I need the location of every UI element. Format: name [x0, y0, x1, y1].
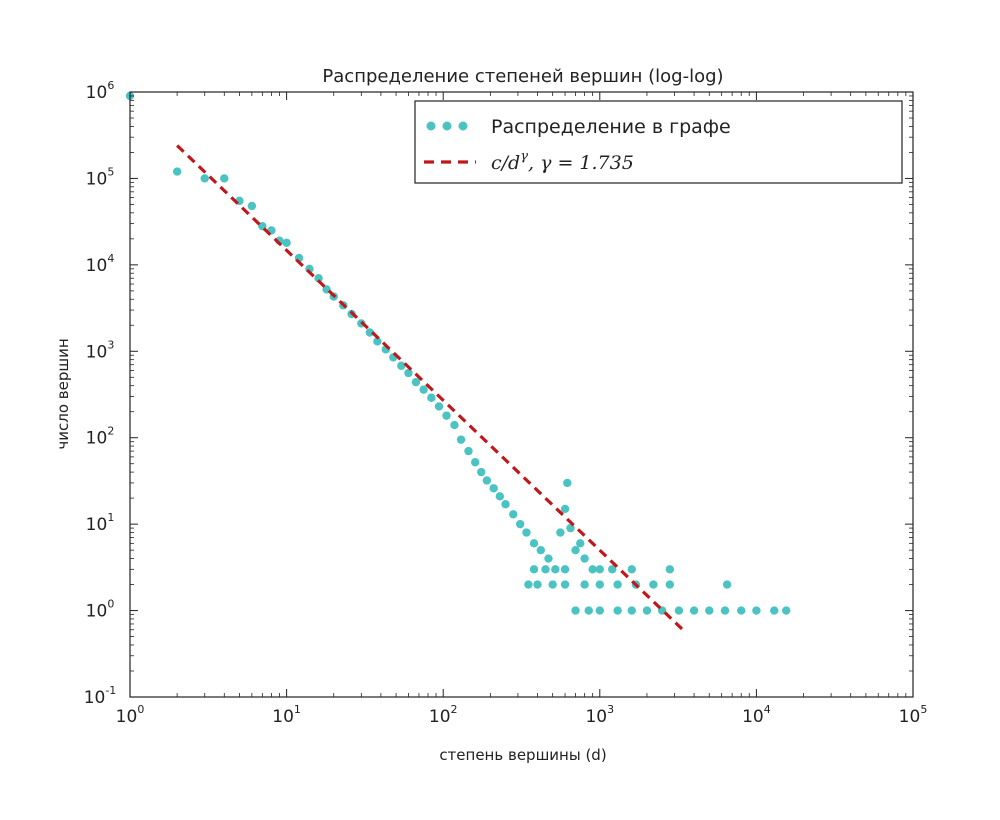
- scatter-point: [501, 500, 510, 509]
- axes: 100 101 102 103 104 10510-1100101102103104105…: [84, 79, 928, 727]
- scatter-point: [524, 580, 533, 589]
- scatter-point: [282, 238, 291, 247]
- scatter-point: [560, 580, 570, 589]
- scatter-point: [627, 565, 636, 574]
- legend-scatter-marker: [442, 121, 452, 131]
- y-tick-label: 10-1: [84, 684, 117, 708]
- x-tick-label: 100: [116, 703, 145, 727]
- scatter-point: [172, 167, 182, 176]
- scatter-point: [595, 565, 604, 574]
- legend-label-scatter: Распределение в графе: [491, 116, 731, 138]
- x-tick-label: 101: [272, 703, 301, 727]
- scatter-point: [665, 580, 675, 589]
- scatter-point: [782, 606, 791, 615]
- scatter-point: [705, 606, 714, 615]
- scatter-point: [595, 580, 604, 589]
- scatter-point: [613, 606, 622, 615]
- scatter-point: [580, 580, 589, 589]
- scatter-point: [584, 606, 593, 615]
- y-tick-label: 102: [86, 425, 115, 449]
- legend-label-fit: c/dγ, γ = 1.735: [491, 149, 634, 174]
- scatter-point: [689, 606, 699, 615]
- scatter-point: [200, 174, 209, 183]
- scatter-point: [456, 435, 466, 444]
- x-axis-title: степень вершины (d): [439, 746, 606, 764]
- scatter-point: [770, 606, 779, 615]
- scatter-point: [397, 361, 406, 370]
- scatter-point: [665, 565, 675, 574]
- scatter-point: [608, 565, 617, 574]
- y-tick-label: 100: [86, 598, 115, 622]
- scatter-point: [720, 606, 730, 615]
- scatter-point: [373, 337, 382, 346]
- scatter-point: [563, 478, 572, 488]
- scatter-point: [674, 606, 684, 615]
- legend-scatter-marker: [426, 121, 436, 131]
- scatter-point: [470, 458, 480, 467]
- scatter-point: [737, 606, 746, 615]
- y-axis-title: число вершин: [54, 338, 72, 449]
- scatter-point: [495, 492, 505, 501]
- y-tick-label: 103: [86, 338, 115, 362]
- scatter-point: [571, 545, 580, 555]
- scatter-point: [551, 565, 560, 574]
- legend: Распределение в графе c/dγ, γ = 1.735: [414, 100, 903, 184]
- scatter-point: [365, 328, 375, 337]
- scatter-point: [541, 565, 550, 574]
- scatter-point: [752, 606, 761, 615]
- scatter-point: [529, 539, 539, 548]
- x-tick-label: 105: [899, 703, 928, 727]
- chart-title: Распределение степеней вершин (log-log): [322, 66, 723, 87]
- scatter-point: [314, 274, 323, 283]
- scatter-point: [464, 446, 473, 456]
- scatter-point: [595, 606, 604, 615]
- scatter-point: [548, 580, 557, 589]
- scatter-point: [588, 565, 597, 574]
- x-tick-label: 104: [742, 703, 771, 727]
- scatter-point: [489, 484, 498, 493]
- scatter-point: [556, 528, 565, 537]
- scatter-point: [509, 510, 518, 519]
- scatter-point: [576, 539, 585, 548]
- scatter-point: [482, 476, 492, 485]
- scatter-point: [642, 606, 652, 615]
- scatter-point: [220, 174, 229, 183]
- scatter-point: [442, 411, 451, 420]
- scatter-point: [477, 467, 486, 477]
- y-tick-label: 101: [86, 511, 115, 535]
- scatter-point: [580, 554, 589, 563]
- legend-scatter-marker: [458, 121, 468, 131]
- scatter-point: [613, 580, 622, 589]
- plot-area: [125, 91, 791, 633]
- plot-frame: [129, 91, 914, 698]
- scatter-point: [450, 420, 459, 430]
- legend-box: [414, 100, 903, 184]
- scatter-point: [560, 565, 570, 574]
- x-tick-label: 103: [585, 703, 614, 727]
- x-tick-label: 102: [429, 703, 458, 727]
- scatter-point: [411, 377, 421, 387]
- scatter-point: [529, 565, 539, 574]
- scatter-point: [536, 545, 545, 555]
- scatter-point: [515, 519, 525, 529]
- scatter-point: [627, 606, 636, 615]
- scatter-point: [427, 393, 436, 402]
- scatter-point: [649, 580, 658, 589]
- y-tick-label: 106: [86, 79, 115, 103]
- y-tick-label: 105: [86, 165, 115, 189]
- fit-line: [176, 144, 687, 633]
- scatter-point: [434, 402, 444, 411]
- scatter-point: [247, 201, 257, 211]
- scatter-point: [544, 554, 553, 563]
- scatter-point: [533, 580, 542, 589]
- scatter-point: [560, 504, 570, 514]
- scatter-point: [419, 385, 428, 394]
- scatter-point: [722, 580, 732, 589]
- scatter-point: [404, 368, 413, 378]
- scatter-point: [571, 606, 580, 615]
- scatter-point: [522, 528, 531, 537]
- y-tick-label: 104: [86, 252, 115, 276]
